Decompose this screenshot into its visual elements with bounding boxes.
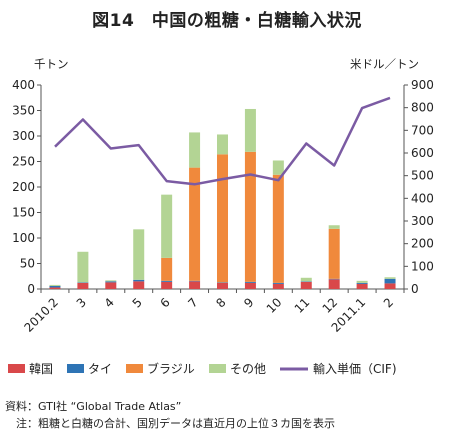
bar-segment [161, 281, 173, 289]
bar-segment [105, 280, 117, 282]
x-tick-label: 2010.2 [21, 295, 61, 335]
bar-segment [356, 283, 368, 289]
bar-segment [133, 281, 145, 289]
left-tick-label: 400 [12, 78, 35, 92]
left-tick-label: 150 [12, 206, 35, 220]
left-tick-label: 250 [12, 155, 35, 169]
bar-segment [272, 174, 284, 283]
right-tick-label: 100 [411, 259, 434, 273]
bar-segment [328, 278, 340, 280]
bar-segment [49, 284, 61, 286]
x-tick-label: 11 [292, 295, 313, 316]
bar-segment [105, 281, 117, 283]
bar-segment [272, 283, 284, 289]
x-tick-label: 3 [74, 295, 89, 310]
x-tick-label: 8 [213, 295, 228, 310]
right-tick-label: 700 [411, 123, 434, 137]
bar-segment [328, 279, 340, 289]
legend-swatch [209, 364, 226, 373]
left-axis-unit: 千トン [34, 57, 69, 71]
bar-segment [244, 282, 256, 289]
bar-segment [217, 282, 228, 283]
bar-segment [384, 283, 396, 289]
right-tick-label: 500 [411, 169, 434, 183]
bar-segment [217, 134, 228, 155]
bar-segment [133, 229, 145, 280]
bar-segment [77, 282, 89, 289]
bar-segment [328, 228, 340, 279]
right-tick-label: 600 [411, 146, 434, 160]
bar-segment [217, 282, 228, 289]
legend-swatch [67, 364, 84, 373]
x-tick-label: 4 [102, 295, 117, 310]
legend-label: 輸入単価（CIF) [313, 361, 397, 376]
bar-segment [384, 277, 396, 279]
footnote: 注：粗糖と白糖の合計、国別データは直近月の上位３カ国を表示 [5, 417, 335, 430]
x-tick-label: 2 [381, 295, 396, 310]
x-tick-label: 10 [264, 295, 285, 316]
bar-segment [300, 281, 312, 289]
bar-segment [189, 281, 201, 289]
right-tick-label: 900 [411, 78, 434, 92]
legend-swatch [8, 364, 25, 373]
bar-segment [384, 278, 396, 284]
bar-segment [356, 282, 368, 284]
bar-segment [77, 251, 89, 283]
bar-segment [356, 280, 368, 283]
bar-segment [189, 132, 201, 168]
x-tick-label: 12 [320, 295, 341, 316]
bar-segment [161, 257, 173, 281]
bar-segment [161, 194, 173, 258]
legend-swatch [126, 364, 143, 373]
bar-segment [272, 282, 284, 284]
right-axis-unit: 米ドル／トン [350, 57, 419, 71]
bar-segment [189, 280, 201, 282]
left-tick-label: 300 [12, 129, 35, 143]
x-tick-label: 9 [241, 295, 256, 310]
x-tick-label: 5 [130, 295, 145, 310]
legend-label: タイ [88, 362, 112, 376]
bar-segment [161, 280, 173, 282]
bar-segment [300, 281, 312, 282]
bar-segment [105, 282, 117, 289]
bar-segment [300, 277, 312, 282]
bar-segment [272, 160, 284, 175]
right-tick-label: 800 [411, 101, 434, 115]
left-tick-label: 0 [27, 282, 35, 296]
legend-label: その他 [230, 362, 266, 376]
bar-segment [49, 287, 61, 289]
bar-segment [217, 154, 228, 283]
x-tick-label: 7 [185, 295, 200, 310]
x-tick-label: 6 [157, 295, 172, 310]
bar-segment [244, 108, 256, 152]
bar-segment [244, 281, 256, 283]
bar-segment [328, 225, 340, 229]
bar-segment [244, 151, 256, 282]
left-tick-label: 100 [12, 231, 35, 245]
left-tick-label: 200 [12, 180, 35, 194]
bar-segment [133, 279, 145, 282]
legend-label: ブラジル [147, 361, 195, 376]
chart-title: 図14 中国の粗糖・白糖輸入状況 [92, 11, 362, 31]
bar-segment [189, 167, 201, 281]
notes: 資料：GTI社 “Global Trade Atlas” 注：粗糖と白糖の合計、… [5, 398, 335, 432]
left-tick-label: 350 [12, 104, 35, 118]
left-tick-label: 50 [20, 257, 35, 271]
bar-segment [49, 285, 61, 288]
right-tick-label: 400 [411, 191, 434, 205]
source-note: 資料：GTI社 “Global Trade Atlas” [5, 400, 182, 413]
bar-segment [77, 282, 89, 283]
series-line-unit-price [54, 96, 391, 186]
right-tick-label: 200 [411, 237, 434, 251]
right-tick-label: 300 [411, 214, 434, 228]
legend-label: 韓国 [29, 362, 53, 376]
right-tick-label: 0 [411, 282, 419, 296]
